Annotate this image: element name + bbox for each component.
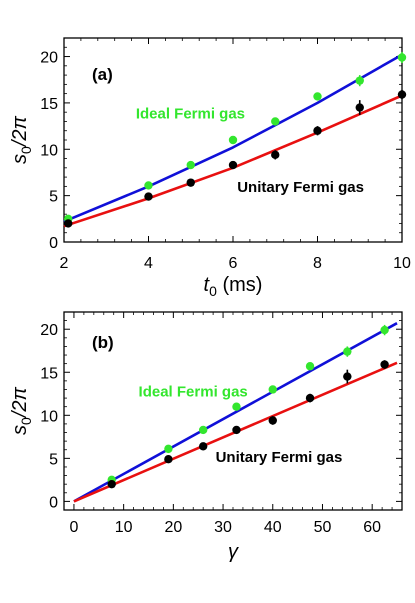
ideal-data-point: [144, 181, 153, 190]
x-axis-label-main: γ: [228, 541, 239, 563]
unitary-data-point: [144, 192, 153, 201]
y-tick-label: 5: [49, 189, 58, 206]
ideal-data-point: [397, 53, 407, 62]
y-tick-label: 0: [49, 494, 58, 511]
x-axis-label-unit: (ms): [217, 274, 263, 296]
y-tick-label: 10: [40, 408, 58, 425]
y-axis-label-main: s: [9, 425, 31, 435]
unitary-data-point: [355, 103, 364, 112]
x-tick-label: 0: [69, 519, 78, 536]
y-tick-label: 5: [49, 451, 58, 468]
unitary-data-point: [343, 372, 352, 381]
ideal-data-point: [186, 160, 195, 170]
y-axis-label: s0/2π: [9, 115, 34, 163]
ideal-annotation: Ideal Fermi gas: [136, 106, 245, 123]
unitary-data-point: [198, 442, 208, 451]
y-axis-label-sub: 0: [18, 146, 34, 154]
y-axis-label-rest: /2π: [9, 386, 31, 419]
unitary-annotation: Unitary Fermi gas: [237, 179, 364, 196]
y-tick-label: 20: [40, 322, 58, 339]
unitary-data-point: [305, 393, 315, 403]
panel-b: 0 10 20 30 40 50 60 0 5 10 15 20 Ideal Fermi gas Unit…: [9, 311, 403, 563]
panel-a: 2 4 6 8 10 0 5 10 15 20 Ideal Fermi gas Unitary Fer…: [9, 37, 411, 299]
x-axis-label: t0 (ms): [204, 274, 263, 299]
ideal-data-point: [198, 425, 208, 435]
x-tick-label: 6: [229, 255, 238, 272]
x-axis-label-sub: 0: [209, 283, 217, 299]
x-tick-label: 60: [363, 519, 381, 536]
y-axis-label-main: s: [9, 154, 31, 164]
y-tick-label: 10: [40, 142, 58, 159]
ideal-fit-line: [73, 322, 398, 503]
unitary-data-point: [232, 425, 241, 435]
x-tick-label: 2: [60, 255, 69, 272]
y-tick-label: 15: [40, 96, 58, 113]
unitary-data-point: [228, 160, 238, 170]
unitary-data-point: [186, 178, 195, 187]
panel-label: (a): [92, 65, 113, 84]
unitary-data-point: [271, 150, 280, 160]
unitary-data-point: [397, 90, 407, 99]
ideal-data-point: [313, 92, 322, 101]
ideal-data-point: [228, 135, 238, 145]
y-axis-label-rest: /2π: [9, 115, 31, 148]
ideal-data-point: [305, 362, 315, 371]
unitary-data-point: [164, 455, 173, 464]
y-axis-label: s0/2π: [9, 386, 34, 434]
unitary-annotation: Unitary Fermi gas: [216, 449, 343, 466]
ideal-data-point: [380, 325, 389, 335]
unitary-data-point: [380, 360, 389, 369]
x-tick-label: 10: [393, 255, 411, 272]
ideal-data-point: [164, 444, 173, 454]
y-tick-label: 15: [40, 365, 58, 382]
x-axis-label: γ: [228, 541, 239, 563]
ideal-fit-line: [63, 53, 403, 223]
ideal-data-point: [271, 117, 280, 126]
ideal-data-point: [343, 347, 352, 356]
unitary-data-point: [313, 126, 322, 135]
x-tick-label: 8: [313, 255, 322, 272]
x-tick-label: 10: [115, 519, 133, 536]
x-tick-label: 40: [264, 519, 282, 536]
ideal-annotation: Ideal Fermi gas: [139, 383, 248, 400]
ideal-data-point: [232, 402, 241, 411]
x-tick-label: 50: [314, 519, 332, 536]
x-axis-label-main: t: [204, 274, 211, 296]
unitary-data-point: [107, 479, 116, 489]
panel-label: (b): [92, 333, 114, 352]
x-tick-label: 30: [214, 519, 232, 536]
x-tick-label: 20: [164, 519, 182, 536]
unitary-data-point: [268, 416, 277, 425]
ideal-data-point: [355, 76, 364, 85]
unitary-data-point: [64, 219, 73, 228]
x-tick-label: 4: [144, 255, 153, 272]
ideal-data-point: [268, 385, 277, 394]
y-axis-label-sub: 0: [18, 417, 34, 425]
y-tick-label: 0: [49, 235, 58, 252]
y-tick-label: 20: [40, 50, 58, 67]
